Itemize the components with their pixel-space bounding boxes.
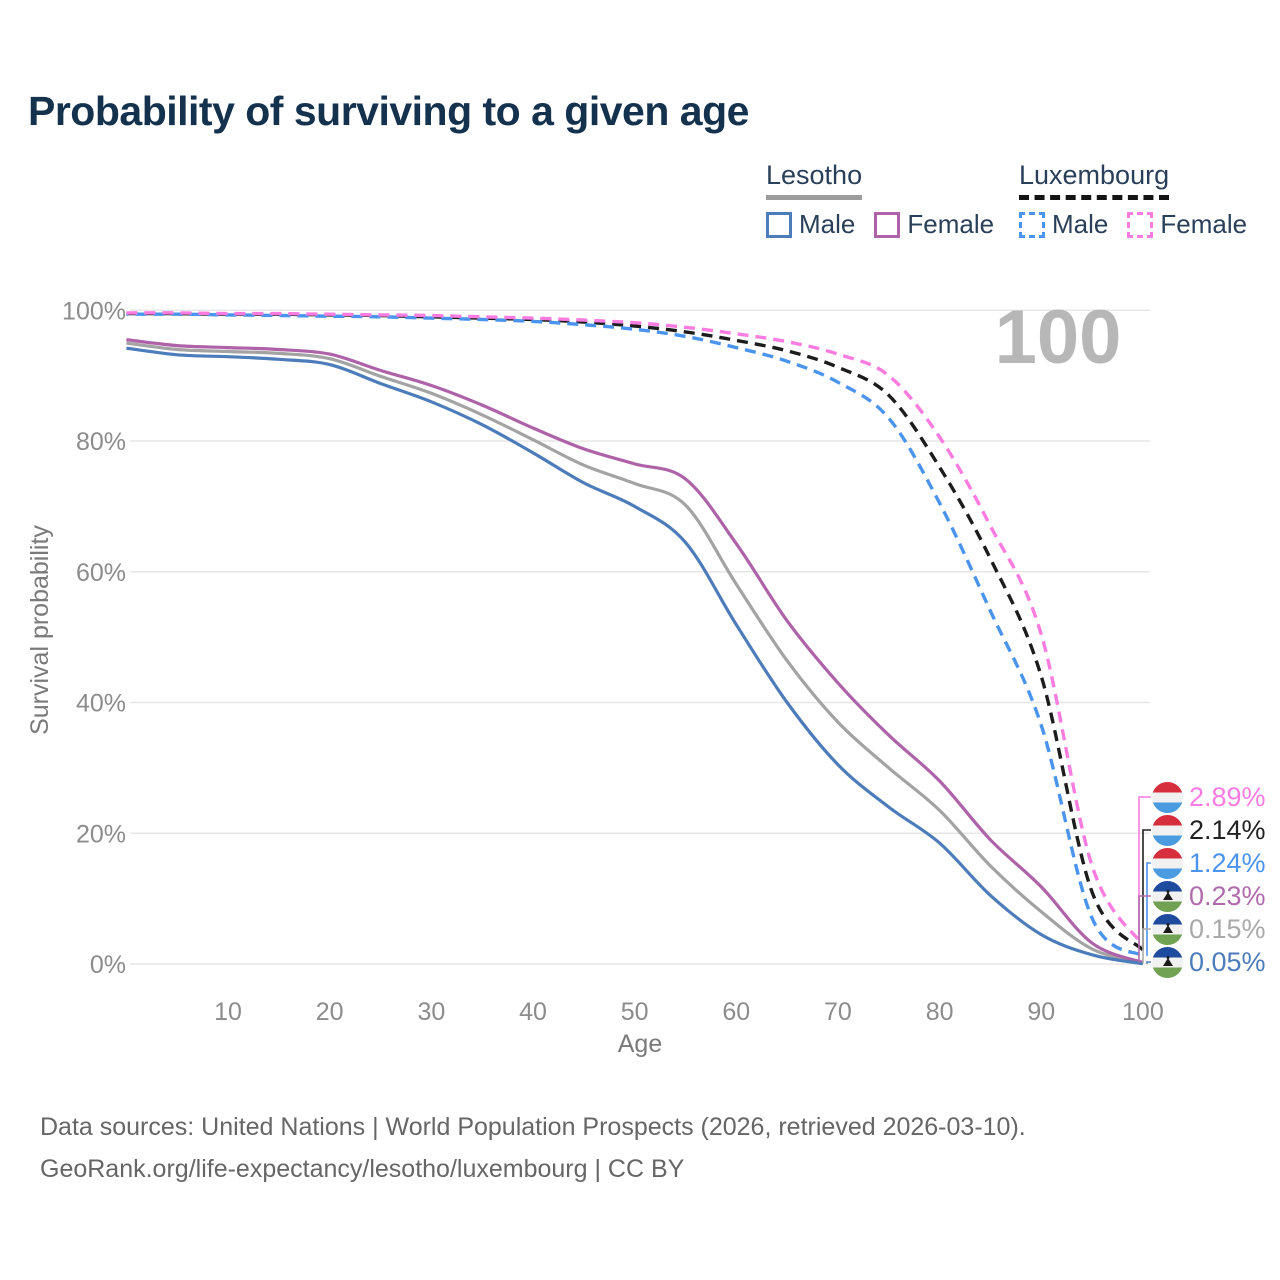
- end-label-row-lesotho-male: 0.05%: [1152, 946, 1266, 978]
- lesotho-female-swatch-icon[interactable]: [874, 211, 901, 238]
- attribution-link-text[interactable]: GeoRank.org/life-expectancy/lesotho/luxe…: [40, 1155, 685, 1183]
- end-label-leader-line: [1142, 928, 1151, 963]
- end-value-lesotho-both: 0.15%: [1189, 913, 1266, 944]
- y-tick-label: 60%: [76, 559, 126, 587]
- end-value-luxembourg-both: 2.14%: [1189, 814, 1266, 845]
- luxembourg-flag-icon: [1152, 781, 1183, 813]
- x-tick-label: 30: [417, 998, 445, 1026]
- x-tick-label: 100: [1122, 998, 1164, 1026]
- data-sources-text: Data sources: United Nations | World Pop…: [40, 1113, 1026, 1141]
- curve-lesotho-male[interactable]: [126, 346, 1144, 966]
- y-tick-label: 20%: [76, 820, 126, 848]
- legend-item-lesotho-female[interactable]: Female: [874, 209, 994, 240]
- luxembourg-flag-icon: [1152, 847, 1183, 879]
- legend-group-lesotho: Lesotho Male Female: [766, 160, 1013, 240]
- legend-row-lesotho: Male Female: [766, 209, 1013, 240]
- legend-item-luxembourg-female[interactable]: Female: [1127, 209, 1247, 240]
- curve-luxembourg-both[interactable]: [126, 311, 1145, 952]
- legend-item-lesotho-male[interactable]: Male: [766, 209, 855, 240]
- luxembourg-flag-icon: [1152, 814, 1183, 846]
- legend-row-luxembourg: Male Female: [1019, 209, 1266, 240]
- x-tick-label: 50: [621, 998, 649, 1026]
- legend-group-title-lesotho[interactable]: Lesotho: [766, 160, 863, 200]
- footer: Data sources: United Nations | World Pop…: [40, 1106, 1026, 1190]
- end-label-leader-line: [1146, 862, 1151, 956]
- x-tick-label: 70: [824, 998, 852, 1026]
- x-tick-label: 80: [926, 998, 954, 1026]
- y-tick-label: 80%: [76, 428, 126, 456]
- curve-lesotho-both[interactable]: [126, 341, 1144, 965]
- end-value-luxembourg-female: 2.89%: [1189, 781, 1266, 812]
- legend-label: Male: [799, 209, 856, 239]
- legend-item-luxembourg-male[interactable]: Male: [1019, 209, 1108, 240]
- lesotho-flag-icon: [1152, 880, 1183, 912]
- page-title: Probability of surviving to a given age: [28, 88, 749, 134]
- hover-age-watermark: 100: [995, 295, 1122, 380]
- legend-group-title-luxembourg[interactable]: Luxembourg: [1019, 160, 1170, 200]
- end-label-leader-line: [1138, 895, 1151, 963]
- end-label-leader-line: [1142, 829, 1151, 950]
- legend-label: Male: [1052, 209, 1109, 239]
- end-label-row-luxembourg-male: 1.24%: [1152, 847, 1266, 879]
- curve-luxembourg-male[interactable]: [126, 312, 1144, 958]
- x-tick-label: 20: [316, 998, 344, 1026]
- end-label-leader-line: [1138, 796, 1151, 946]
- end-label-leader-line: [1146, 961, 1151, 964]
- x-tick-label: 40: [519, 998, 547, 1026]
- y-axis-title: Survival probability: [26, 525, 54, 735]
- end-label-row-luxembourg-both: 2.14%: [1152, 814, 1266, 846]
- end-label-row-lesotho-both: 0.15%: [1152, 913, 1266, 945]
- x-tick-label: 10: [214, 998, 242, 1026]
- legend-group-luxembourg: Luxembourg Male Female: [1019, 160, 1266, 240]
- end-value-lesotho-female: 0.23%: [1189, 880, 1266, 911]
- lesotho-flag-icon: [1152, 913, 1183, 945]
- lesotho-flag-icon: [1152, 946, 1183, 978]
- end-value-lesotho-male: 0.05%: [1189, 946, 1266, 977]
- luxembourg-female-swatch-icon[interactable]: [1127, 211, 1154, 238]
- x-tick-label: 60: [722, 998, 750, 1026]
- legend-label: Female: [907, 209, 995, 239]
- curve-luxembourg-female[interactable]: [126, 311, 1145, 947]
- y-tick-label: 0%: [90, 951, 126, 979]
- end-label-row-lesotho-female: 0.23%: [1152, 880, 1266, 912]
- curve-lesotho-female[interactable]: [126, 338, 1144, 965]
- x-tick-label: 90: [1027, 998, 1055, 1026]
- y-tick-label: 100%: [62, 297, 126, 325]
- end-label-row-luxembourg-female: 2.89%: [1152, 781, 1266, 813]
- y-tick-label: 40%: [76, 690, 126, 718]
- x-axis-title: Age: [618, 1030, 662, 1058]
- end-value-luxembourg-male: 1.24%: [1189, 847, 1266, 878]
- luxembourg-male-swatch-icon[interactable]: [1019, 211, 1045, 238]
- lesotho-male-swatch-icon[interactable]: [766, 211, 792, 238]
- legend-label: Female: [1160, 209, 1248, 239]
